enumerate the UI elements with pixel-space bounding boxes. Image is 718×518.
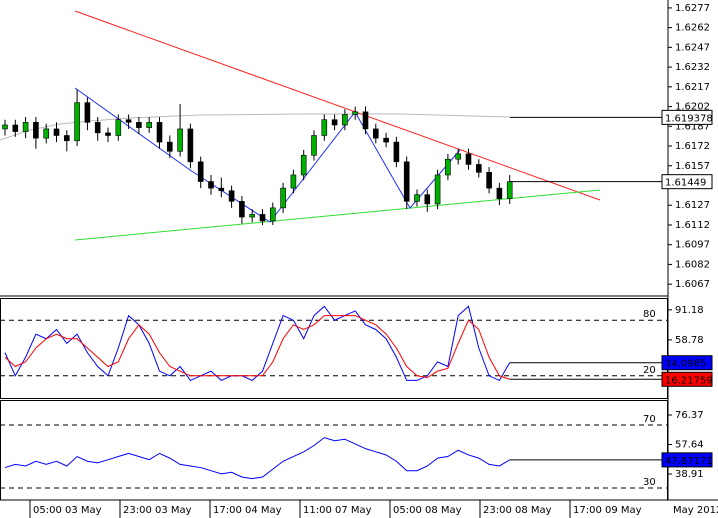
candle-body	[228, 190, 235, 202]
y-tick-label: 1.6082	[675, 259, 710, 270]
candle-body	[486, 172, 492, 189]
value-box	[661, 109, 713, 125]
y-tick-label: 1.6262	[675, 23, 710, 34]
candle-body	[136, 122, 142, 128]
indicator-line	[4, 315, 510, 380]
candle-body	[383, 137, 389, 143]
y-tick-label: 1.6277	[675, 3, 710, 14]
stoch-panel	[0, 298, 668, 399]
y-tick-label: 91.18	[675, 305, 704, 316]
level-label: 30	[643, 477, 656, 488]
y-tick-label: 1.6172	[675, 141, 710, 152]
level-label: 80	[643, 309, 656, 320]
indicator-line	[4, 437, 510, 480]
candle-body	[424, 194, 431, 205]
candle-body	[331, 119, 338, 126]
x-tick-label: 17:00 04 May	[213, 505, 282, 516]
value-box	[661, 371, 713, 387]
y-tick-label: 57.64	[675, 440, 704, 451]
candle-body	[496, 187, 503, 199]
x-tick-label: 11:00 07 May	[303, 505, 372, 516]
candle-body	[74, 102, 80, 142]
candle-body	[197, 161, 204, 182]
candle-body	[362, 111, 369, 130]
y-tick-label: 1.6112	[675, 220, 710, 231]
candle-body	[115, 119, 122, 136]
value-label: 47.87171	[665, 456, 713, 467]
candle-body	[434, 174, 441, 205]
candle-body	[249, 214, 255, 218]
x-tick-label: 17:00 09 May	[573, 505, 642, 516]
y-tick-label: 58.78	[675, 335, 704, 346]
candle-body	[311, 135, 317, 156]
level-label: 20	[643, 365, 656, 376]
candle-body	[239, 200, 245, 218]
candle-body	[506, 181, 513, 199]
candle-body	[403, 161, 410, 202]
value-label: 1.61449	[665, 178, 706, 189]
y-tick-label: 76.37	[675, 410, 704, 421]
level-label: 70	[643, 414, 656, 425]
y-tick-label: 1.6127	[675, 200, 710, 211]
value-label: 16.21759	[665, 375, 713, 386]
candle-body	[208, 181, 214, 189]
y-tick-label: 1.6232	[675, 62, 710, 73]
value-box	[661, 355, 713, 371]
candle-body	[465, 153, 472, 165]
candle-body	[290, 174, 297, 189]
x-tick-label: 23:00 08 May	[483, 505, 552, 516]
candle-body	[43, 128, 50, 139]
candle-body	[167, 141, 173, 152]
period-label: May 2012	[673, 505, 718, 516]
candle-body	[372, 128, 379, 139]
x-tick-label: 23:00 03 May	[123, 505, 192, 516]
candle-body	[445, 158, 451, 176]
candle-body	[177, 128, 183, 152]
candle-body	[156, 122, 163, 143]
y-tick-label: 38.91	[675, 469, 704, 480]
candle-body	[300, 154, 307, 176]
candle-body	[53, 128, 60, 136]
candle-body	[259, 214, 266, 222]
candle-body	[84, 102, 91, 123]
resistance-line	[74, 10, 601, 201]
candle-body	[125, 119, 132, 123]
candle-body	[321, 119, 328, 136]
y-tick-label: 1.6247	[675, 42, 710, 53]
value-label: 1.619378	[665, 113, 713, 124]
x-tick-label: 05:00 03 May	[33, 505, 102, 516]
candle-body	[280, 187, 286, 209]
candle-body	[64, 135, 70, 142]
candle-body	[455, 153, 462, 160]
y-tick-label: 1.6217	[675, 82, 710, 93]
value-label: 34.0985	[665, 359, 706, 370]
candle-body	[2, 124, 8, 130]
candle-body	[22, 122, 29, 132]
candle-body	[393, 141, 400, 163]
y-tick-label: 1.6097	[675, 240, 710, 251]
candle-body	[105, 132, 111, 136]
y-tick-label: 1.6157	[675, 161, 710, 172]
candle-body	[12, 124, 19, 132]
candle-body	[475, 164, 482, 173]
candle-body	[414, 194, 420, 202]
y-tick-label: 1.6187	[675, 121, 710, 132]
value-box	[661, 174, 713, 190]
candle-body	[342, 114, 348, 126]
value-box	[661, 452, 713, 468]
x-tick-label: 05:00 08 May	[393, 505, 462, 516]
candle-body	[218, 187, 225, 192]
candle-body	[269, 207, 276, 222]
candle-body	[33, 122, 39, 139]
y-tick-label: 1.6067	[675, 279, 710, 290]
candle-body	[352, 111, 359, 115]
candle-body	[94, 122, 101, 134]
candle-body	[187, 128, 194, 163]
y-tick-label: 1.6202	[675, 102, 710, 113]
candle-body	[146, 122, 152, 128]
